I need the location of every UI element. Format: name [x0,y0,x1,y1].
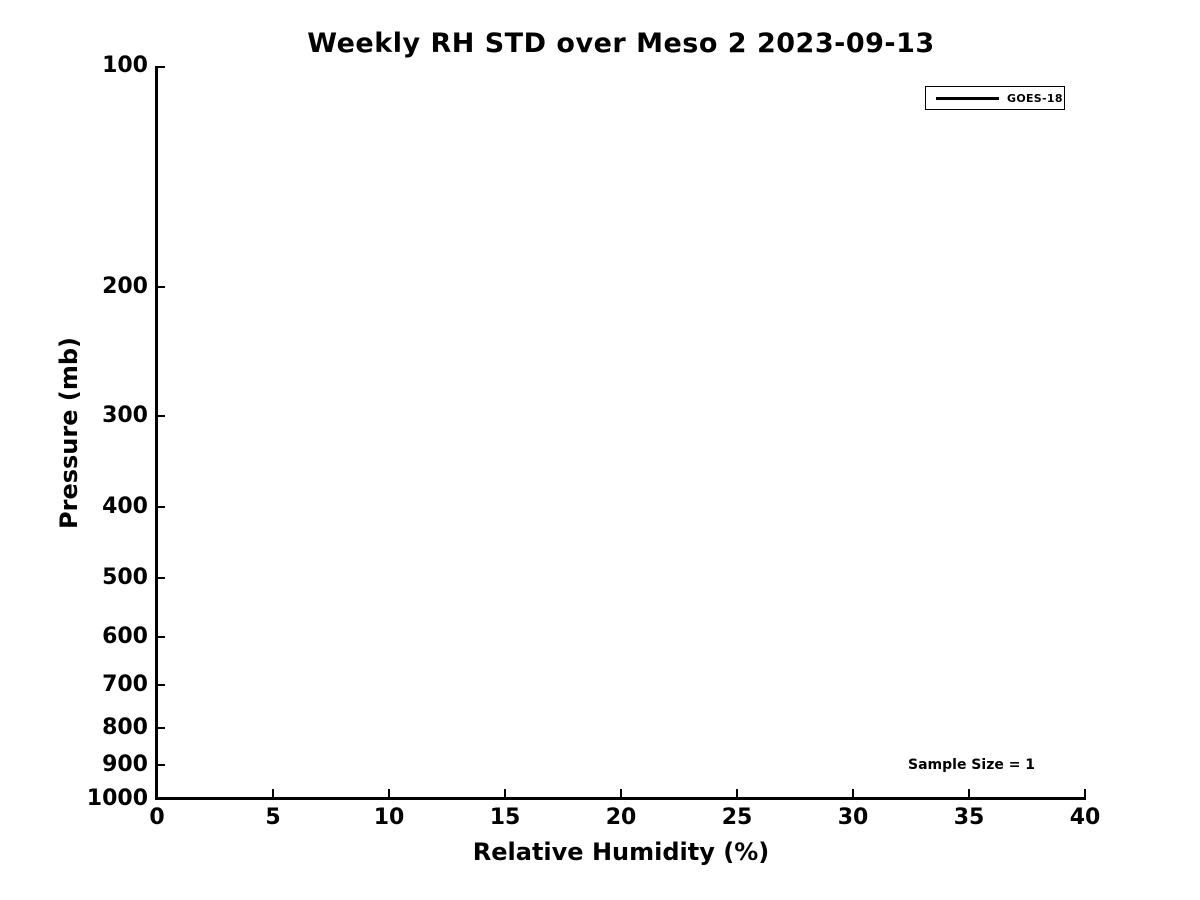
y-tick-label: 400 [102,494,148,520]
legend-entry-label: GOES-18 [1007,91,1063,105]
x-tick-mark [156,789,158,797]
x-tick-mark [1084,789,1086,797]
y-tick-mark [157,577,165,580]
y-tick-mark [157,797,165,799]
y-tick-label: 800 [102,714,148,740]
y-tick-mark [157,285,165,288]
x-tick-label: 10 [373,805,405,830]
x-tick-mark [736,789,738,797]
y-axis-line [155,66,158,800]
sample-size-annotation: Sample Size = 1 [908,757,1036,773]
y-tick-label: 200 [102,273,148,299]
x-tick-label: 20 [605,805,637,830]
y-tick-label: 300 [102,402,148,428]
chart-title: Weekly RH STD over Meso 2 2023-09-13 [307,28,935,59]
x-axis-line [155,797,1086,800]
x-tick-mark [620,789,622,797]
y-tick-label: 600 [102,623,148,649]
x-tick-mark [852,789,854,797]
y-tick-mark [157,66,165,68]
x-tick-label: 30 [837,805,869,830]
x-tick-mark [504,789,506,797]
x-tick-label: 0 [149,805,165,830]
x-tick-mark [968,789,970,797]
y-tick-label: 500 [102,565,148,591]
legend: GOES-18 [925,86,1065,110]
y-tick-label: 1000 [86,786,148,811]
x-tick-mark [272,789,274,797]
x-tick-label: 35 [953,805,985,830]
y-tick-label: 700 [102,672,148,698]
y-tick-label: 100 [102,53,148,78]
x-tick-label: 15 [489,805,521,830]
y-tick-mark [157,506,165,509]
legend-line-sample [936,96,999,100]
x-tick-mark [388,789,390,797]
y-tick-mark [157,726,165,729]
y-tick-mark [157,684,165,687]
x-tick-label: 25 [721,805,753,830]
y-tick-mark [157,764,165,767]
y-axis-label: Pressure (mb) [55,337,83,529]
x-tick-label: 40 [1069,805,1101,830]
y-tick-mark [157,414,165,417]
x-axis-label: Relative Humidity (%) [472,838,770,866]
y-tick-mark [157,635,165,638]
y-tick-label: 900 [102,752,148,778]
x-tick-label: 5 [265,805,281,830]
